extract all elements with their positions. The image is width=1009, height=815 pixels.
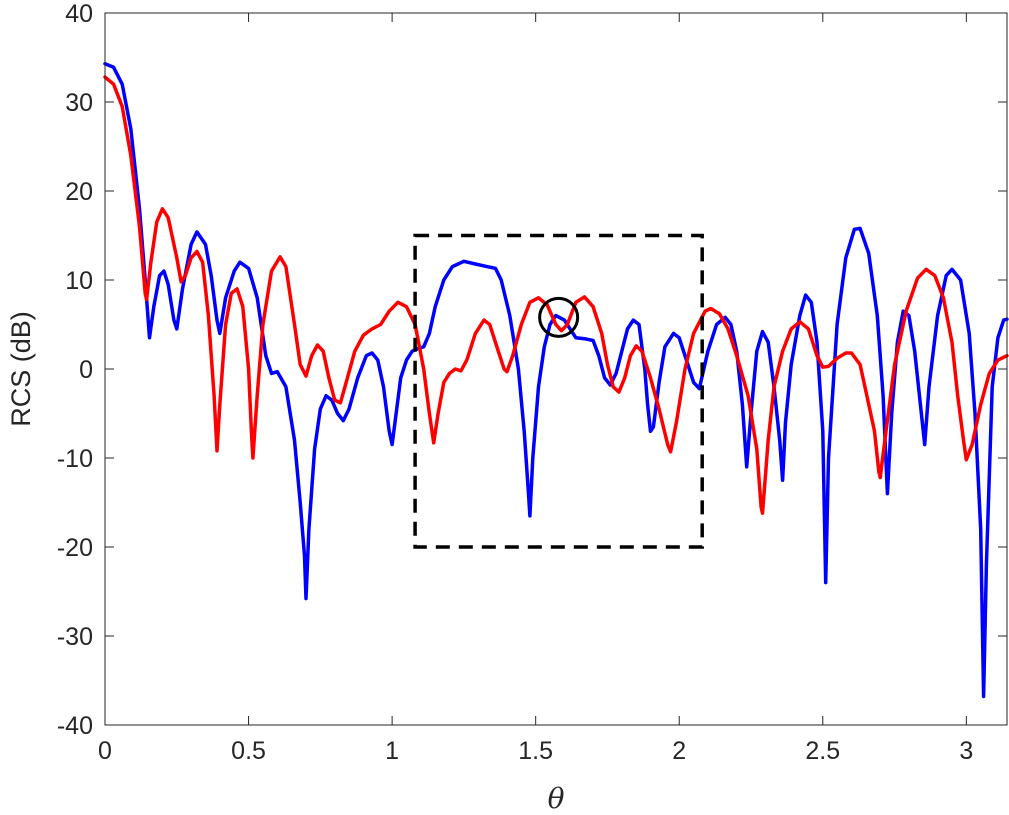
y-tick-label: -30 <box>57 623 93 651</box>
x-tick-label: 0 <box>98 737 112 765</box>
x-tick-label: 1.5 <box>518 737 553 765</box>
y-axis-label: RCS (dB) <box>6 311 36 427</box>
x-axis: 0 0.5 1 1.5 2 2.5 3 <box>98 13 973 765</box>
x-tick-label: 2.5 <box>805 737 840 765</box>
x-tick-label: 3 <box>959 737 973 765</box>
plot-content <box>103 61 1009 699</box>
y-tick-label: 40 <box>65 0 93 28</box>
y-tick-label: 0 <box>79 356 93 384</box>
y-tick-label: 30 <box>65 89 93 117</box>
y-axis: -40 -30 -20 -10 0 10 20 30 40 <box>57 0 1007 740</box>
y-tick-label: -40 <box>57 712 93 740</box>
x-tick-label: 0.5 <box>231 737 266 765</box>
x-axis-label: θ <box>548 782 565 815</box>
series-line-2 <box>103 75 1009 515</box>
y-tick-label: 20 <box>65 178 93 206</box>
highlight-circle <box>538 296 580 338</box>
plot-area <box>105 13 1007 725</box>
y-tick-label: 10 <box>65 267 93 295</box>
y-tick-label: -10 <box>57 445 93 473</box>
x-tick-label: 2 <box>672 737 686 765</box>
highlight-box <box>413 233 704 549</box>
y-tick-label: -20 <box>57 534 93 562</box>
x-tick-label: 1 <box>385 737 399 765</box>
